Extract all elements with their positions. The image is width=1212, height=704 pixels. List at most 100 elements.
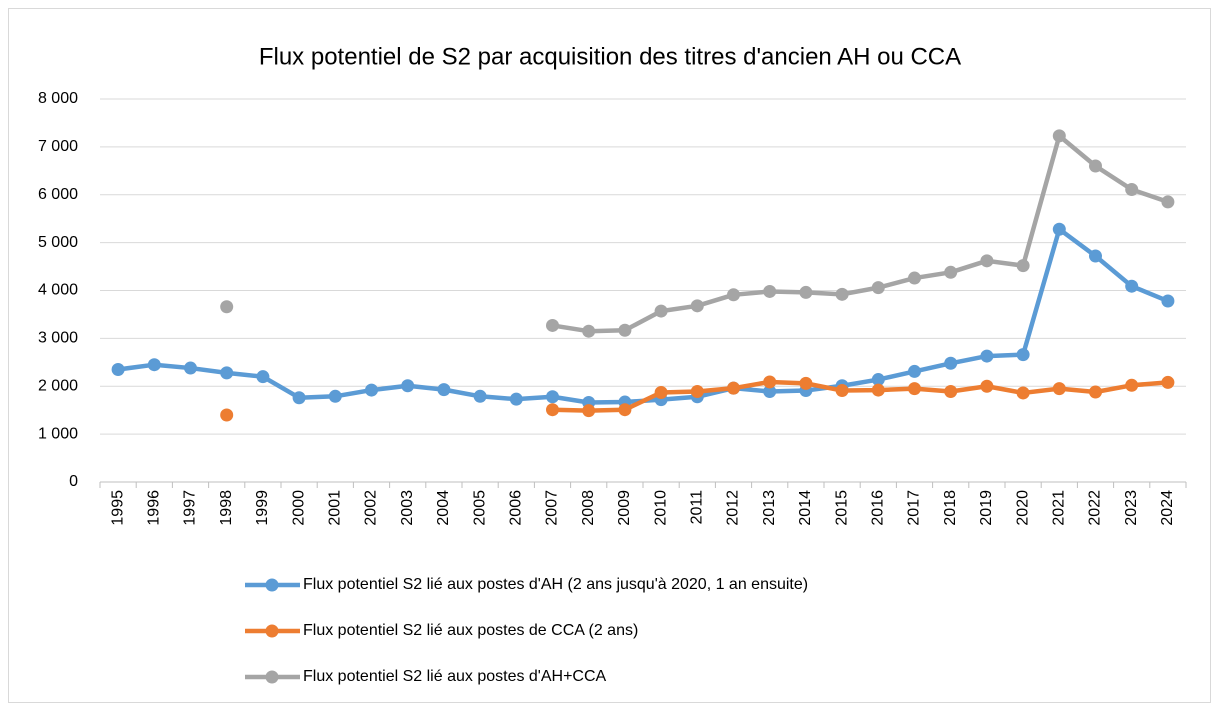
legend-marker	[265, 578, 279, 592]
data-point	[220, 408, 234, 422]
x-tick-label: 2010	[652, 490, 669, 526]
data-point	[437, 383, 451, 397]
data-point	[944, 385, 958, 399]
x-tick-label: 1999	[254, 490, 271, 526]
data-point	[256, 370, 270, 384]
data-point	[1016, 386, 1030, 400]
data-point	[690, 385, 704, 399]
legend-marker	[265, 670, 279, 684]
data-point	[582, 404, 596, 418]
data-point	[1089, 249, 1102, 263]
data-point	[763, 375, 777, 389]
data-point	[473, 389, 487, 403]
data-point	[835, 287, 849, 301]
y-tick-label: 1 000	[38, 425, 78, 442]
y-tick-label: 0	[69, 473, 78, 490]
data-point	[799, 285, 813, 299]
data-point	[654, 304, 668, 318]
legend-label: Flux potentiel S2 lié aux postes de CCA …	[303, 622, 638, 639]
x-tick-label: 2021	[1051, 490, 1068, 526]
x-tick-label: 2005	[471, 490, 488, 526]
data-point	[799, 376, 813, 390]
data-point	[1125, 279, 1139, 293]
data-point	[727, 381, 740, 395]
x-tick-label: 2022	[1087, 490, 1104, 526]
x-tick-label: 2006	[508, 490, 525, 526]
data-point	[1125, 378, 1139, 392]
data-point	[980, 349, 994, 363]
data-point	[618, 323, 632, 337]
data-point	[1052, 222, 1066, 236]
data-point	[835, 384, 849, 398]
data-point	[944, 265, 958, 279]
x-tick-label: 1997	[182, 490, 199, 526]
x-tick-label: 2007	[544, 490, 561, 526]
data-point	[1016, 348, 1030, 362]
data-point	[1125, 182, 1139, 196]
x-tick-label: 2004	[435, 490, 452, 526]
data-point	[328, 389, 342, 403]
data-point	[690, 299, 704, 313]
data-point	[582, 324, 596, 338]
chart-frame	[8, 8, 1211, 703]
x-tick-label: 2001	[327, 490, 344, 526]
data-point	[220, 366, 234, 380]
x-tick-label: 1998	[218, 490, 235, 526]
x-tick-label: 2014	[797, 490, 814, 526]
x-tick-label: 2020	[1014, 490, 1031, 526]
data-point	[365, 383, 378, 397]
data-point	[1052, 382, 1066, 396]
x-tick-label: 2017	[906, 490, 923, 526]
y-tick-label: 2 000	[38, 377, 78, 394]
data-point	[401, 379, 415, 393]
data-point	[546, 403, 559, 417]
x-tick-label: 2002	[363, 490, 380, 526]
data-point	[980, 379, 994, 393]
x-tick-label: 2013	[761, 490, 778, 526]
y-tick-label: 3 000	[38, 330, 78, 347]
data-point	[546, 390, 559, 404]
data-point	[654, 385, 668, 399]
data-point	[292, 391, 306, 405]
data-point	[509, 392, 523, 406]
x-tick-label: 2011	[689, 490, 706, 525]
x-tick-label: 2019	[978, 490, 995, 526]
data-point	[618, 403, 632, 417]
data-point	[908, 271, 921, 285]
data-point	[727, 288, 740, 302]
data-point	[763, 284, 777, 298]
x-tick-label: 2015	[833, 490, 850, 526]
data-point	[763, 385, 777, 399]
series-line	[552, 133, 1169, 334]
data-point	[184, 361, 197, 375]
data-point	[871, 383, 885, 397]
x-tick-label: 1995	[109, 490, 126, 526]
y-tick-label: 7 000	[38, 138, 78, 155]
chart-title: Flux potentiel de S2 par acquisition des…	[259, 43, 961, 70]
data-point	[944, 356, 958, 370]
data-point	[908, 382, 921, 396]
data-point	[1161, 195, 1175, 209]
x-tick-label: 2018	[942, 490, 959, 526]
legend-marker	[265, 624, 279, 638]
data-point	[220, 300, 234, 314]
x-tick-label: 2016	[870, 490, 887, 526]
data-point	[1161, 375, 1175, 389]
data-point	[871, 281, 885, 295]
y-tick-label: 5 000	[38, 234, 78, 251]
x-tick-label: 2023	[1123, 490, 1140, 526]
data-point	[111, 362, 125, 376]
x-tick-label: 2024	[1159, 490, 1176, 526]
data-point	[546, 318, 559, 332]
x-tick-label: 2000	[290, 490, 307, 526]
data-point	[908, 364, 921, 378]
x-tick-label: 1996	[146, 490, 163, 526]
y-tick-label: 6 000	[38, 186, 78, 203]
data-point	[871, 373, 885, 387]
data-point	[1016, 259, 1030, 273]
x-tick-label: 2009	[616, 490, 633, 526]
legend-label: Flux potentiel S2 lié aux postes d'AH+CC…	[303, 668, 607, 685]
data-point	[1161, 294, 1175, 308]
legend-label: Flux potentiel S2 lié aux postes d'AH (2…	[303, 576, 808, 593]
